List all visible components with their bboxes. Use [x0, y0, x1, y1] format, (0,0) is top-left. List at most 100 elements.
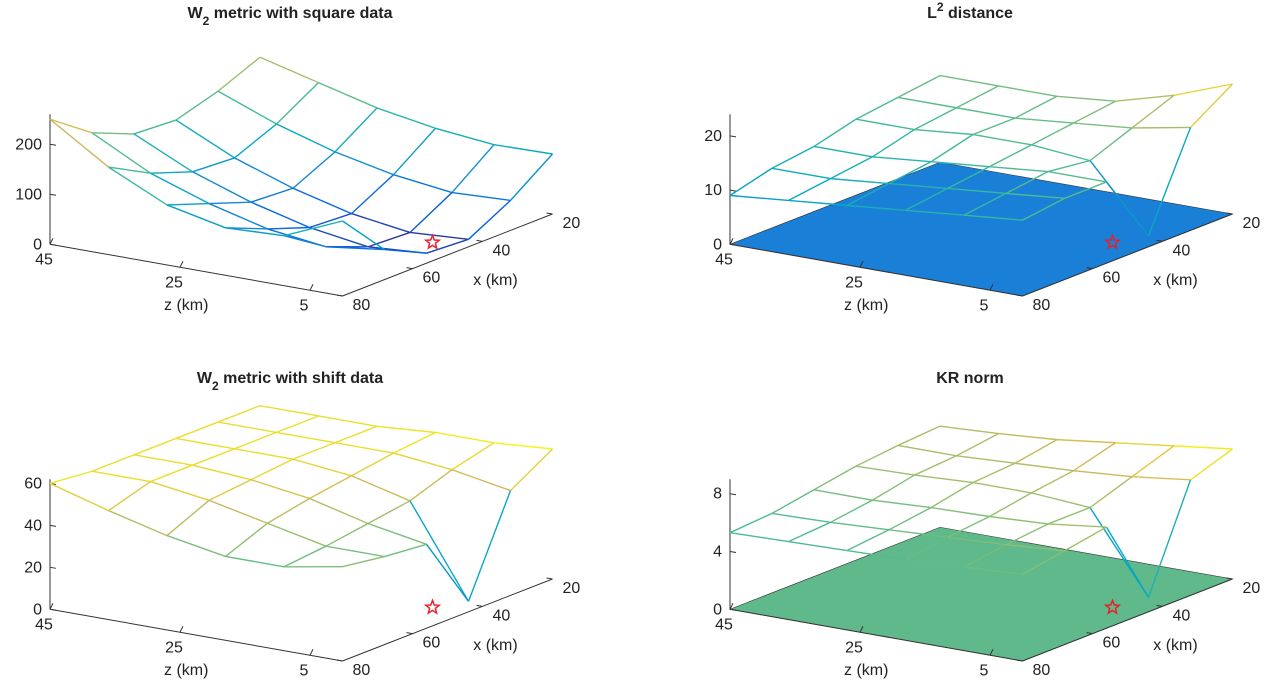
mesh-segment	[276, 82, 319, 125]
x-tick-label: 40	[493, 242, 511, 259]
title-part: L	[927, 5, 937, 22]
z-tick-label: 5	[300, 297, 309, 314]
panel-title: W2 metric with shift data	[197, 370, 383, 393]
x-tick	[1156, 239, 1163, 242]
mesh-segment	[947, 187, 1007, 195]
mesh-segment	[49, 470, 93, 485]
mesh-segment	[989, 144, 1032, 168]
mesh-segment	[972, 133, 1032, 146]
mesh-segment	[963, 192, 1007, 216]
mesh-segment	[276, 431, 336, 444]
mesh-segment	[872, 499, 932, 509]
x-tick-label: 40	[493, 607, 511, 624]
mesh-segment	[392, 127, 437, 176]
mesh-segment	[1131, 445, 1175, 478]
mesh-segment	[133, 133, 193, 173]
mesh-segment	[1173, 445, 1233, 450]
v-tick-label: 4	[713, 543, 722, 560]
mesh-segment	[267, 497, 310, 524]
mesh-segment	[905, 187, 948, 211]
v-tick-label: 20	[24, 559, 42, 576]
v-tick-label: 8	[713, 486, 722, 503]
mesh-segment	[956, 432, 999, 457]
mesh-segment	[493, 442, 553, 450]
mesh-segment	[451, 442, 495, 471]
mesh-segment	[963, 566, 1023, 576]
v-tick-label: 0	[713, 236, 722, 253]
mesh-segment	[234, 431, 277, 450]
panel-title: L2 distance	[927, 0, 1013, 22]
mesh-segment	[351, 212, 411, 234]
mesh-segment	[855, 444, 899, 467]
mesh-segment	[1047, 170, 1107, 183]
mesh-segment	[175, 119, 235, 159]
mesh-segment	[283, 234, 327, 248]
mesh-segment	[425, 543, 470, 602]
z-tick-label: 25	[845, 274, 863, 291]
mesh-segment	[166, 499, 210, 537]
mesh-segment	[225, 227, 285, 237]
v-tick	[729, 608, 737, 611]
mesh-segment	[888, 529, 948, 538]
mesh-segment	[217, 421, 277, 434]
x-tick-label: 60	[1103, 270, 1121, 287]
mesh-segment	[234, 123, 277, 159]
mesh-segment	[1056, 95, 1116, 102]
mesh-segment	[1131, 94, 1175, 129]
z-axis-label: z (km)	[164, 297, 208, 314]
mesh-segment	[276, 123, 336, 153]
mesh-segment	[49, 118, 93, 134]
mesh-segment	[846, 182, 890, 206]
title-part: W	[197, 370, 213, 387]
mesh-segment	[1022, 197, 1065, 221]
mesh-segment	[166, 534, 226, 558]
mesh-segment	[509, 153, 554, 201]
z-tick	[859, 626, 864, 633]
mesh-segment	[91, 470, 151, 483]
mesh-segment	[1005, 192, 1065, 200]
x-axis	[1022, 578, 1233, 662]
panel-title: KR norm	[936, 370, 1004, 387]
mesh-segment	[175, 90, 219, 121]
mesh-segment	[998, 85, 1058, 97]
mesh-segment	[1014, 462, 1074, 472]
v-tick-label: 20	[704, 128, 722, 145]
mesh-segment	[91, 132, 151, 174]
mesh-segment	[1147, 479, 1192, 598]
mesh-segment	[351, 174, 394, 215]
mesh-segment	[150, 480, 210, 501]
mesh-segment	[788, 199, 848, 207]
title-part: metric with square data	[209, 5, 392, 22]
x-axis-label: x (km)	[473, 272, 517, 289]
mesh-segment	[267, 522, 327, 547]
x-tick-label: 80	[353, 297, 371, 314]
x-tick	[476, 239, 483, 242]
mesh-segment	[1014, 117, 1074, 124]
mesh-segment	[259, 56, 319, 84]
mesh-segment	[91, 454, 135, 472]
x-tick-label: 40	[1173, 607, 1191, 624]
z-tick	[859, 261, 864, 268]
z-tick	[309, 649, 314, 656]
mesh-segment	[393, 452, 453, 471]
z-tick-label: 45	[715, 616, 733, 633]
mesh-segment	[729, 167, 773, 197]
mesh-segment	[276, 415, 319, 434]
mesh-segment	[989, 492, 1032, 518]
mesh-segment	[905, 209, 965, 216]
z-tick-label: 5	[980, 297, 989, 314]
mesh-segment	[1031, 122, 1074, 146]
mesh-segment	[1189, 83, 1234, 128]
mesh-segment	[897, 74, 941, 99]
mesh-segment	[1031, 470, 1074, 494]
mesh-segment	[192, 171, 252, 203]
mesh-segment	[150, 171, 193, 174]
mesh-segment	[813, 489, 873, 501]
v-tick	[49, 608, 57, 611]
mesh-segment	[1115, 442, 1175, 447]
mesh-segment	[989, 515, 1049, 525]
mesh-segment	[267, 226, 310, 230]
mesh-segment	[1073, 100, 1116, 124]
mesh-segment	[292, 442, 336, 460]
mesh-segment	[1073, 442, 1116, 472]
